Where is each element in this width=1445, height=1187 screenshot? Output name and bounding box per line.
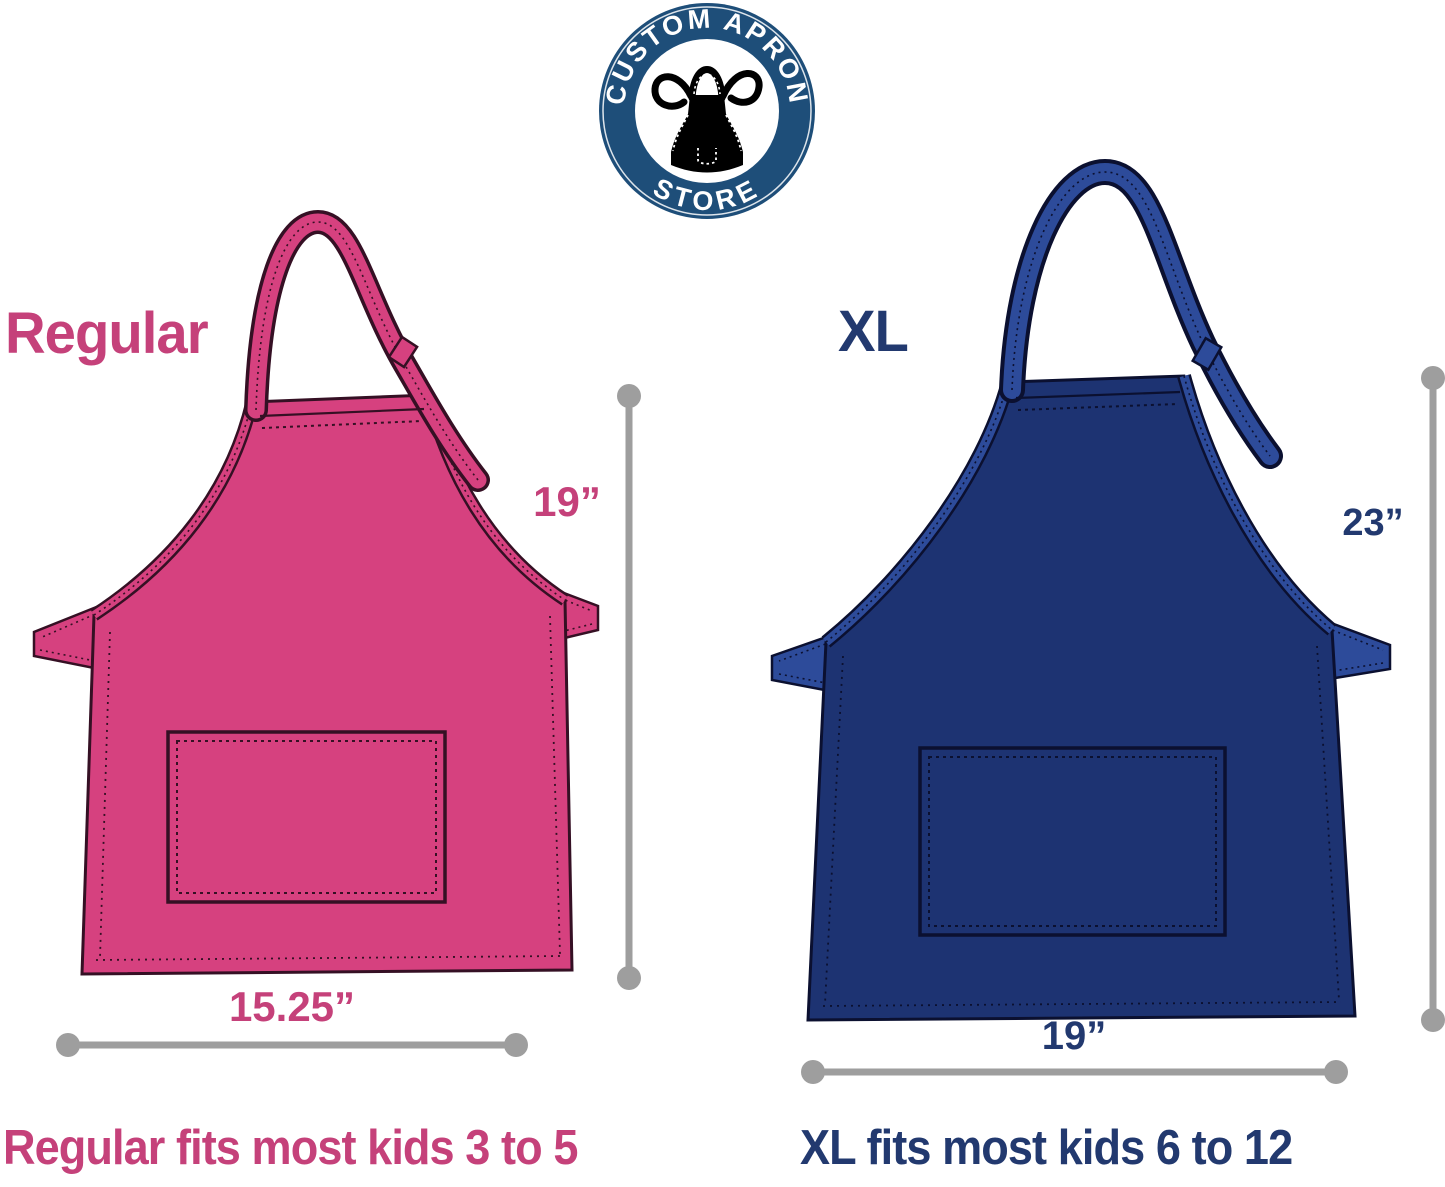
- xl-neck-strap: [999, 158, 1283, 469]
- xl-apron-illustration: [770, 158, 1392, 1022]
- apron-badge-icon: [651, 66, 763, 173]
- regular-width-line: [56, 1033, 528, 1057]
- xl-height-line: [1421, 366, 1445, 1032]
- regular-neck-strap: [244, 209, 490, 492]
- regular-width-label: 15.25”: [228, 983, 356, 1030]
- xl-width-line: [801, 1060, 1348, 1084]
- xl-caption: XL fits most kids 6 to 12: [800, 1121, 1293, 1175]
- regular-height-label: 19”: [533, 478, 601, 525]
- regular-strap-adjuster: [387, 335, 419, 369]
- regular-pocket: [166, 730, 447, 904]
- logo-inner-ring: [602, 6, 812, 216]
- xl-width-label: 19”: [1041, 1014, 1107, 1058]
- xl-heading: XL: [838, 299, 909, 364]
- xl-strap-adjuster: [1190, 336, 1224, 372]
- regular-height-line: [617, 384, 641, 990]
- regular-heading: Regular: [5, 301, 209, 366]
- custom-apron-store-logo: CUSTOM APRON STORE: [599, 3, 815, 219]
- regular-caption: Regular fits most kids 3 to 5: [3, 1121, 578, 1175]
- xl-height-label: 23”: [1342, 502, 1404, 544]
- xl-pocket: [918, 746, 1227, 937]
- regular-apron-illustration: [32, 209, 600, 976]
